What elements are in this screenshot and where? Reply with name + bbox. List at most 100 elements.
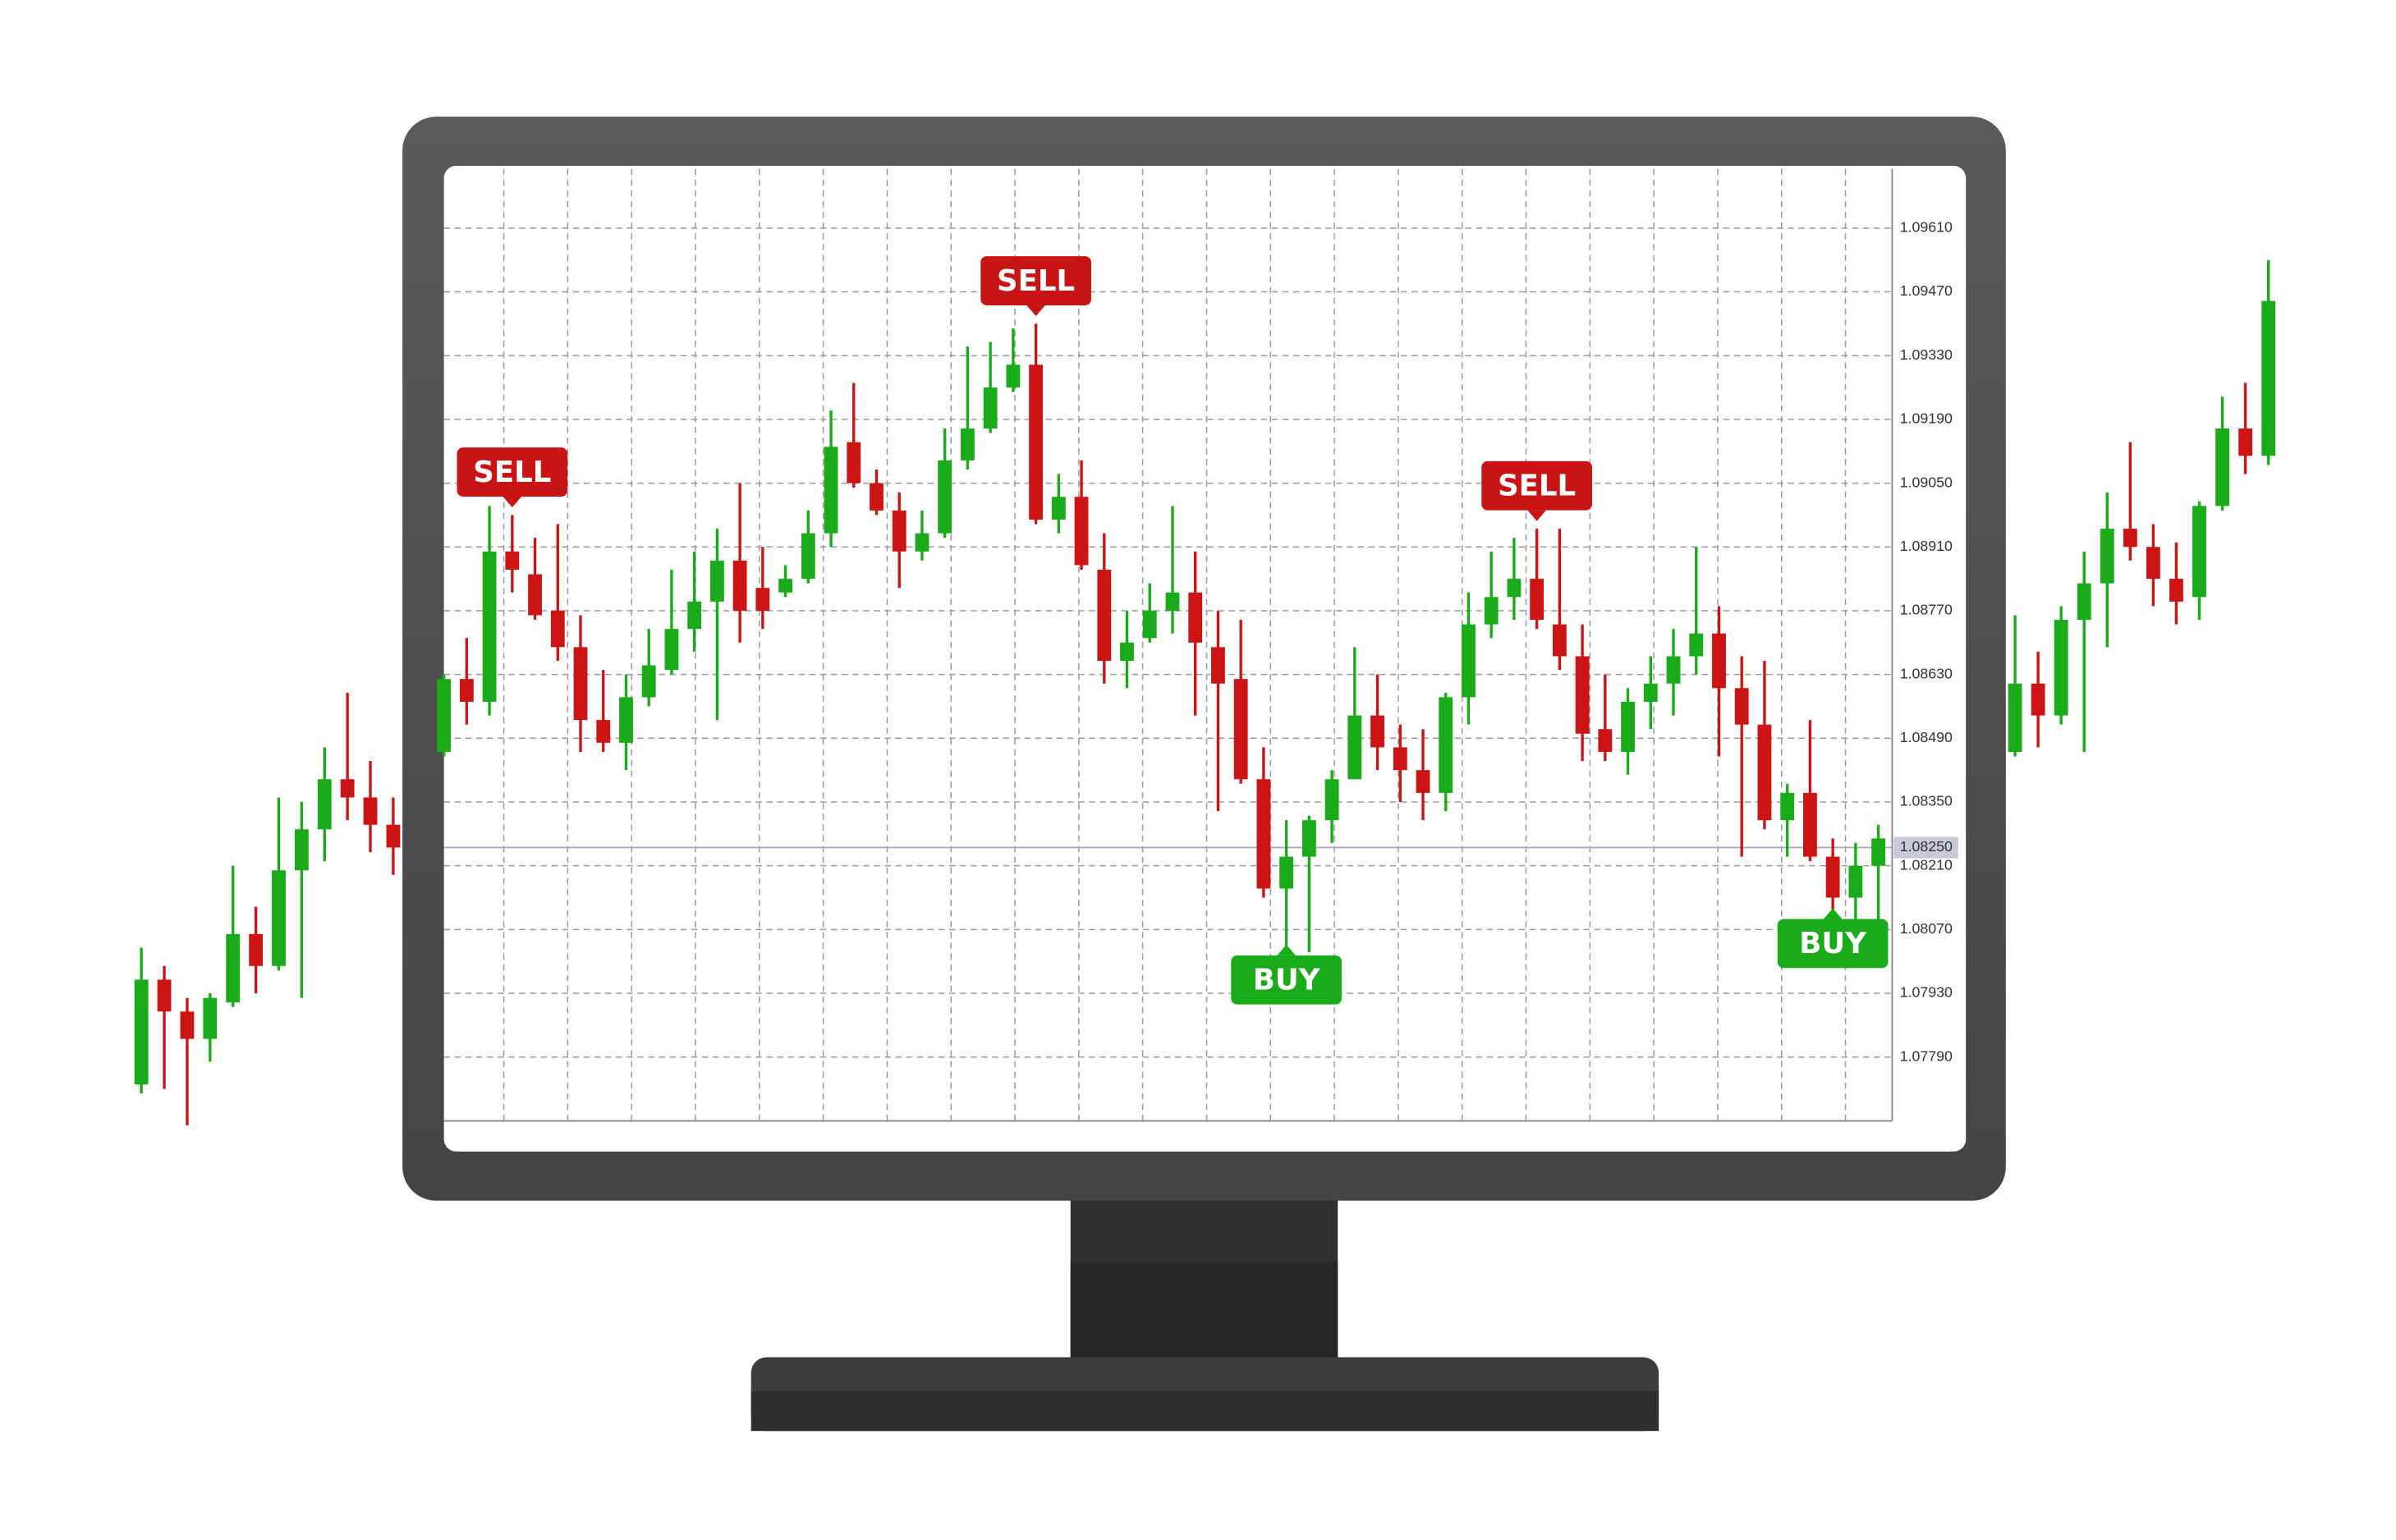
candle-body (505, 551, 520, 571)
candle-body (157, 979, 172, 1012)
candle-body (363, 797, 378, 825)
candle-body (386, 824, 401, 848)
candle-body (1484, 597, 1499, 625)
candle-body (1825, 856, 1840, 898)
candle-body (960, 429, 975, 461)
candle-body (294, 829, 309, 871)
candle-body (1301, 820, 1316, 857)
candle-body (340, 779, 355, 798)
signal-label: BUY (1253, 964, 1321, 997)
y-tick-label: 1.09050 (1900, 474, 1953, 490)
candle-body (1188, 592, 1203, 643)
candle-body (596, 720, 611, 743)
candle-body (528, 574, 542, 616)
candle-body (249, 933, 264, 966)
candle-body (2261, 300, 2276, 456)
monitor-neck-shadow (1070, 1262, 1338, 1358)
candle-body (1211, 647, 1225, 684)
candle-body (134, 979, 149, 1084)
side-candles (134, 259, 2276, 1125)
signal-pointer (503, 496, 522, 508)
candle-body (1416, 770, 1430, 793)
candle-body (272, 870, 286, 966)
y-tick-label: 1.08350 (1900, 793, 1953, 809)
candle-body (1462, 624, 1476, 698)
candle-body (1256, 779, 1271, 889)
signal-badge (1231, 955, 1342, 1005)
candle-body (1666, 656, 1681, 684)
candle-body (2169, 579, 2183, 602)
candle-body (1051, 497, 1066, 520)
candle-body (687, 601, 702, 630)
candle-body (1097, 570, 1112, 661)
current-price-label: 1.08250 (1900, 838, 1953, 855)
candle-body (1530, 579, 1545, 621)
candle-body (1165, 592, 1180, 611)
y-tick-label: 1.09330 (1900, 346, 1953, 363)
candle-body (778, 579, 792, 593)
candle-body (482, 551, 497, 702)
candle-body (1233, 679, 1248, 780)
signal-badge (1777, 919, 1889, 969)
y-tick-label: 1.08210 (1900, 856, 1953, 873)
candle-body (1029, 364, 1044, 520)
candle-body (1439, 697, 1453, 793)
candle-body (550, 610, 565, 648)
candle-body (2100, 529, 2114, 584)
candle-body (1006, 364, 1021, 388)
y-tick-label: 1.07930 (1900, 984, 1953, 1001)
monitor-base-front (750, 1391, 1659, 1432)
candle-body (437, 679, 452, 752)
y-tick-label: 1.08770 (1900, 602, 1953, 618)
candle-body (573, 647, 588, 721)
signal-label: SELL (473, 456, 551, 489)
candle-body (2077, 583, 2091, 621)
signal-badge (457, 447, 568, 497)
candle-body (2031, 683, 2045, 716)
y-tick-label: 1.08490 (1900, 729, 1953, 745)
candle-body (2215, 429, 2229, 506)
candle-body (180, 1011, 195, 1039)
candle-body (1643, 683, 1658, 702)
candle-body (1120, 642, 1134, 661)
signal-pointer (1527, 510, 1546, 521)
candle-body (2146, 547, 2160, 580)
y-tick-label: 1.08630 (1900, 665, 1953, 681)
candle-body (641, 665, 656, 698)
y-tick-label: 1.09470 (1900, 282, 1953, 299)
candle-body (1780, 792, 1795, 821)
candle-body (1142, 610, 1157, 639)
candle-body (2008, 683, 2022, 752)
candle-body (203, 997, 218, 1039)
candle-body (847, 442, 861, 484)
candle-body (1507, 579, 1522, 598)
candle-body (226, 933, 241, 1003)
candle-body (1370, 715, 1384, 748)
candle-body (619, 697, 633, 743)
y-tick-label: 1.09190 (1900, 410, 1953, 427)
candle-body (938, 460, 952, 534)
y-tick-label: 1.08070 (1900, 920, 1953, 937)
candle-body (824, 447, 838, 534)
signal-label: BUY (1799, 927, 1867, 960)
candle-body (1598, 729, 1613, 752)
candle-body (1757, 724, 1772, 821)
candle-body (1324, 779, 1339, 821)
y-tick-label: 1.08910 (1900, 538, 1953, 554)
candle-body (1871, 838, 1885, 866)
candle-body (892, 510, 907, 552)
signal-pointer (1823, 908, 1843, 919)
candle-body (1734, 688, 1749, 725)
plot: 1.09610 1.09470 1.09330 1.09190 1.09050 1.089… (437, 168, 1958, 1122)
candle-body (709, 560, 724, 602)
candle-body (1393, 747, 1407, 771)
candle-body (2054, 620, 2068, 716)
screen (443, 166, 1967, 1152)
candle-body (317, 779, 332, 830)
candle-body (2123, 529, 2137, 548)
candle-body (1575, 656, 1590, 734)
candle-body (1552, 624, 1567, 657)
candle-body (755, 588, 770, 611)
candle-body (664, 629, 679, 671)
